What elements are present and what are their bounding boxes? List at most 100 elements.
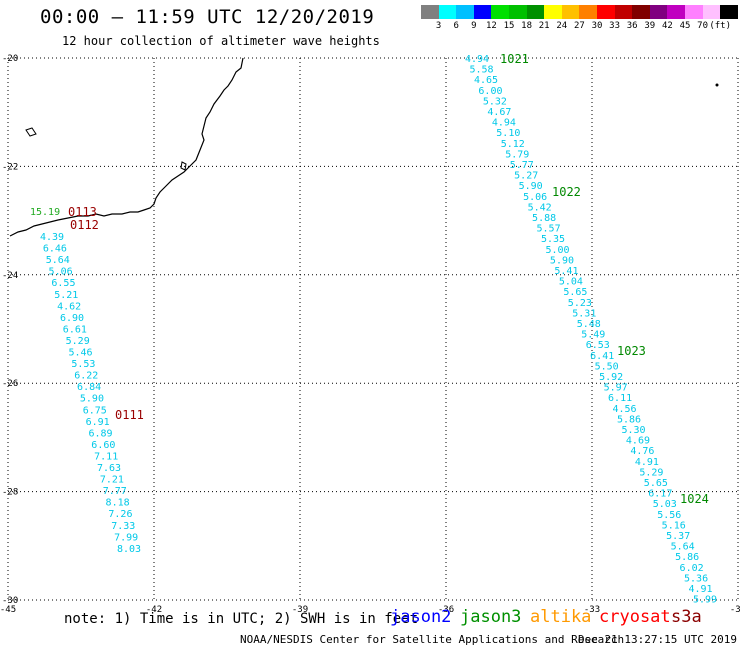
colorbar-label: 30 bbox=[591, 21, 603, 31]
wave-height-label: 5.42 bbox=[528, 202, 552, 213]
wave-height-label: 7.99 bbox=[114, 532, 138, 543]
wave-height-label: 5.49 bbox=[581, 330, 605, 341]
page-subtitle: 12 hour collection of altimeter wave hei… bbox=[62, 34, 380, 48]
colorbar-swatch bbox=[544, 5, 562, 19]
colorbar-swatch bbox=[720, 5, 738, 19]
wave-height-label: 6.00 bbox=[478, 86, 502, 97]
wave-height-label: 4.76 bbox=[630, 446, 654, 457]
legend-item-altika: altika bbox=[530, 607, 592, 627]
wave-height-label: 7.11 bbox=[94, 451, 118, 462]
wave-height-label: 4.67 bbox=[487, 107, 511, 118]
colorbar-label: 9 bbox=[471, 21, 477, 31]
wave-height-label: 4.91 bbox=[689, 584, 713, 595]
wave-height-label: 4.69 bbox=[626, 436, 650, 447]
wave-height-label: 4.62 bbox=[57, 301, 81, 312]
wave-height-label: 4.91 bbox=[635, 457, 659, 468]
track-time-label: 1023 bbox=[617, 344, 646, 358]
generated-timestamp: Dec 21 13:27:15 UTC 2019 bbox=[578, 633, 737, 646]
wave-height-label: 5.65 bbox=[563, 287, 587, 298]
altimeter-tracks: 4.396.465.645.066.555.214.626.906.615.29… bbox=[30, 52, 717, 606]
colorbar-label: 18 bbox=[521, 21, 533, 31]
wave-height-label: 5.00 bbox=[545, 245, 569, 256]
colorbar-swatch bbox=[421, 5, 439, 19]
wave-height-label: 6.11 bbox=[608, 393, 632, 404]
wave-height-label: 5.06 bbox=[523, 192, 547, 203]
colorbar-label: 33 bbox=[609, 21, 621, 31]
legend-item-jason2: jason2 bbox=[390, 607, 452, 627]
wave-height-label: 5.90 bbox=[80, 394, 104, 405]
wave-height-label: 5.37 bbox=[666, 531, 690, 542]
wave-height-label: 5.27 bbox=[514, 171, 538, 182]
wave-height-label: 5.16 bbox=[662, 520, 686, 531]
track-time-label: 0111 bbox=[115, 408, 144, 422]
lat-tick-label: -30 bbox=[2, 596, 18, 606]
wave-height-label: 5.64 bbox=[671, 542, 695, 553]
wave-height-label: 15.19 bbox=[30, 207, 60, 218]
wave-height-label: 5.90 bbox=[550, 255, 574, 266]
island-path bbox=[180, 161, 187, 171]
wave-height-label: 5.90 bbox=[519, 181, 543, 192]
lat-tick-label: -26 bbox=[2, 379, 18, 389]
colorbar-labels: 3 6 9 12 15 18 21 24 27 30 33 36 39 42 45 70 (ft) bbox=[421, 21, 740, 33]
wave-height-label: 4.56 bbox=[613, 404, 637, 415]
wave-height-label: 6.46 bbox=[43, 244, 67, 255]
lat-tick-label: -24 bbox=[2, 271, 18, 281]
coastline bbox=[9, 57, 719, 237]
wave-height-label: 5.77 bbox=[510, 160, 534, 171]
colorbar-swatch bbox=[526, 5, 545, 19]
wave-height-label: 5.04 bbox=[559, 277, 583, 288]
colorbar-swatch bbox=[596, 5, 615, 19]
wave-height-label: 6.41 bbox=[590, 351, 614, 362]
wave-height-label: 5.36 bbox=[684, 573, 708, 584]
wave-height-label: 5.29 bbox=[639, 467, 663, 478]
wave-height-label: 5.92 bbox=[599, 372, 623, 383]
wave-height-label: 6.17 bbox=[648, 489, 672, 500]
colorbar-swatch bbox=[491, 5, 509, 19]
wave-height-label: 5.99 bbox=[693, 595, 717, 606]
wave-height-label: 5.03 bbox=[653, 499, 677, 510]
legend-item-cryosat: cryosat bbox=[599, 607, 671, 627]
colorbar-label: 15 bbox=[503, 21, 515, 31]
legend-item-s3a: s3a bbox=[671, 607, 702, 627]
colorbar-label: 27 bbox=[573, 21, 585, 31]
legend-item-jason3: jason3 bbox=[460, 607, 522, 627]
wave-height-label: 6.60 bbox=[91, 440, 115, 451]
wave-height-label: 5.41 bbox=[554, 266, 578, 277]
wave-height-label: 7.26 bbox=[108, 509, 132, 520]
colorbar-label: 42 bbox=[661, 21, 673, 31]
colorbar-label: 45 bbox=[679, 21, 691, 31]
wave-height-label: 4.94 bbox=[465, 54, 489, 65]
wave-height-label: 4.39 bbox=[40, 232, 64, 243]
wave-height-label: 5.31 bbox=[572, 308, 596, 319]
wave-height-label: 4.94 bbox=[492, 118, 516, 129]
lon-tick-label: -36 bbox=[438, 605, 454, 615]
lon-tick-label: -39 bbox=[292, 605, 308, 615]
page-title: 00:00 – 11:59 UTC 12/20/2019 bbox=[40, 6, 375, 28]
lon-tick-label: -42 bbox=[146, 605, 162, 615]
colorbar-label: 21 bbox=[538, 21, 550, 31]
colorbar-swatch bbox=[649, 5, 668, 19]
track-time-label: 0113 bbox=[68, 205, 97, 219]
wave-height-label: 5.10 bbox=[496, 128, 520, 139]
colorbar-swatch bbox=[702, 5, 721, 19]
colorbar-label: 6 bbox=[453, 21, 459, 31]
wave-height-label: 5.86 bbox=[617, 414, 641, 425]
wave-height-label: 5.97 bbox=[604, 383, 628, 394]
wave-height-label: 7.63 bbox=[97, 463, 121, 474]
wave-height-label: 5.79 bbox=[505, 149, 529, 160]
colorbar-label: 3 bbox=[435, 21, 442, 31]
colorbar-swatch bbox=[456, 5, 474, 19]
wave-height-label: 5.29 bbox=[66, 336, 90, 347]
colorbar-swatch bbox=[632, 5, 650, 19]
island-path bbox=[25, 127, 37, 137]
wave-height-label: 5.56 bbox=[657, 510, 681, 521]
wave-height-label: 5.48 bbox=[577, 319, 601, 330]
colorbar-swatch bbox=[579, 5, 597, 19]
wave-height-label: 5.50 bbox=[595, 361, 619, 372]
wave-height-label: 5.64 bbox=[46, 255, 70, 266]
wave-height-label: 5.53 bbox=[71, 359, 95, 370]
wave-height-label: 5.57 bbox=[537, 224, 561, 235]
wave-height-label: 6.22 bbox=[74, 371, 98, 382]
wave-height-label: 5.30 bbox=[621, 425, 645, 436]
